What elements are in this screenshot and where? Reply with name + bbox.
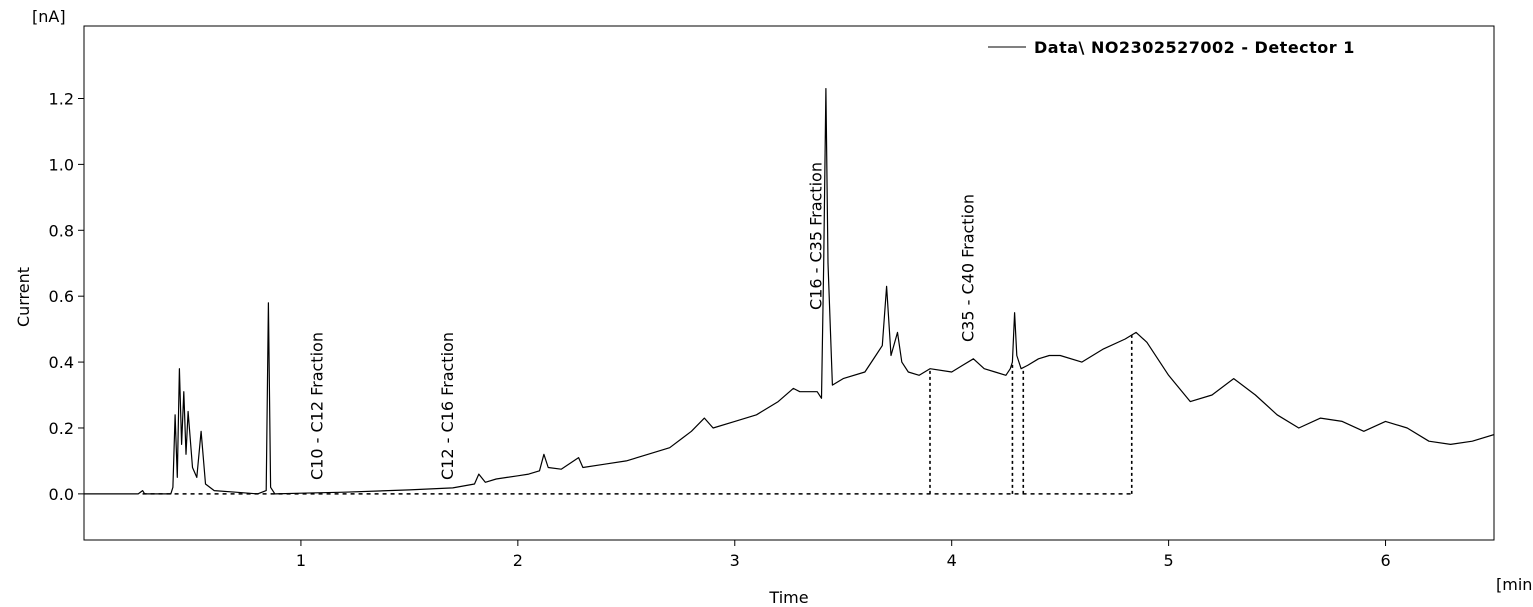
annotation-layer: C10 - C12 Fraction C12 - C16 Fraction C16 … [308,162,978,480]
fraction-annotation: C35 - C40 Fraction [958,194,977,342]
y-axis: 0.0 0.2 0.4 0.6 0.8 1.0 1.2 [49,89,84,504]
y-tick-label: 1.2 [49,89,74,108]
x-tick-label: 1 [296,551,306,570]
fraction-annotation: C16 - C35 Fraction [807,162,826,310]
y-tick-label: 0.4 [49,353,74,372]
series-line [84,88,1494,495]
x-tick-label: 4 [947,551,957,570]
fraction-annotation: C12 - C16 Fraction [438,332,457,480]
x-tick-label: 6 [1380,551,1390,570]
plot-area [83,25,1495,541]
x-tick-label: 2 [513,551,523,570]
y-tick-label: 0.0 [49,485,74,504]
legend-label: Data\ NO2302527002 - Detector 1 [1034,38,1355,57]
x-axis-title: Time [768,588,808,607]
integration-baseline [142,335,1133,495]
series-layer [84,88,1494,495]
y-tick-label: 1.0 [49,155,74,174]
legend: Data\ NO2302527002 - Detector 1 [988,38,1355,57]
y-tick-label: 0.8 [49,221,74,240]
x-unit-label: [min] [1496,575,1533,594]
x-axis: 1 2 3 4 5 6 [296,540,1391,570]
fraction-annotation: C10 - C12 Fraction [308,332,327,480]
y-tick-label: 0.6 [49,287,74,306]
y-unit-label: [nA] [32,7,66,26]
x-tick-label: 5 [1164,551,1174,570]
y-axis-title: Current [14,267,33,327]
y-tick-label: 0.2 [49,419,74,438]
x-tick-label: 3 [730,551,740,570]
